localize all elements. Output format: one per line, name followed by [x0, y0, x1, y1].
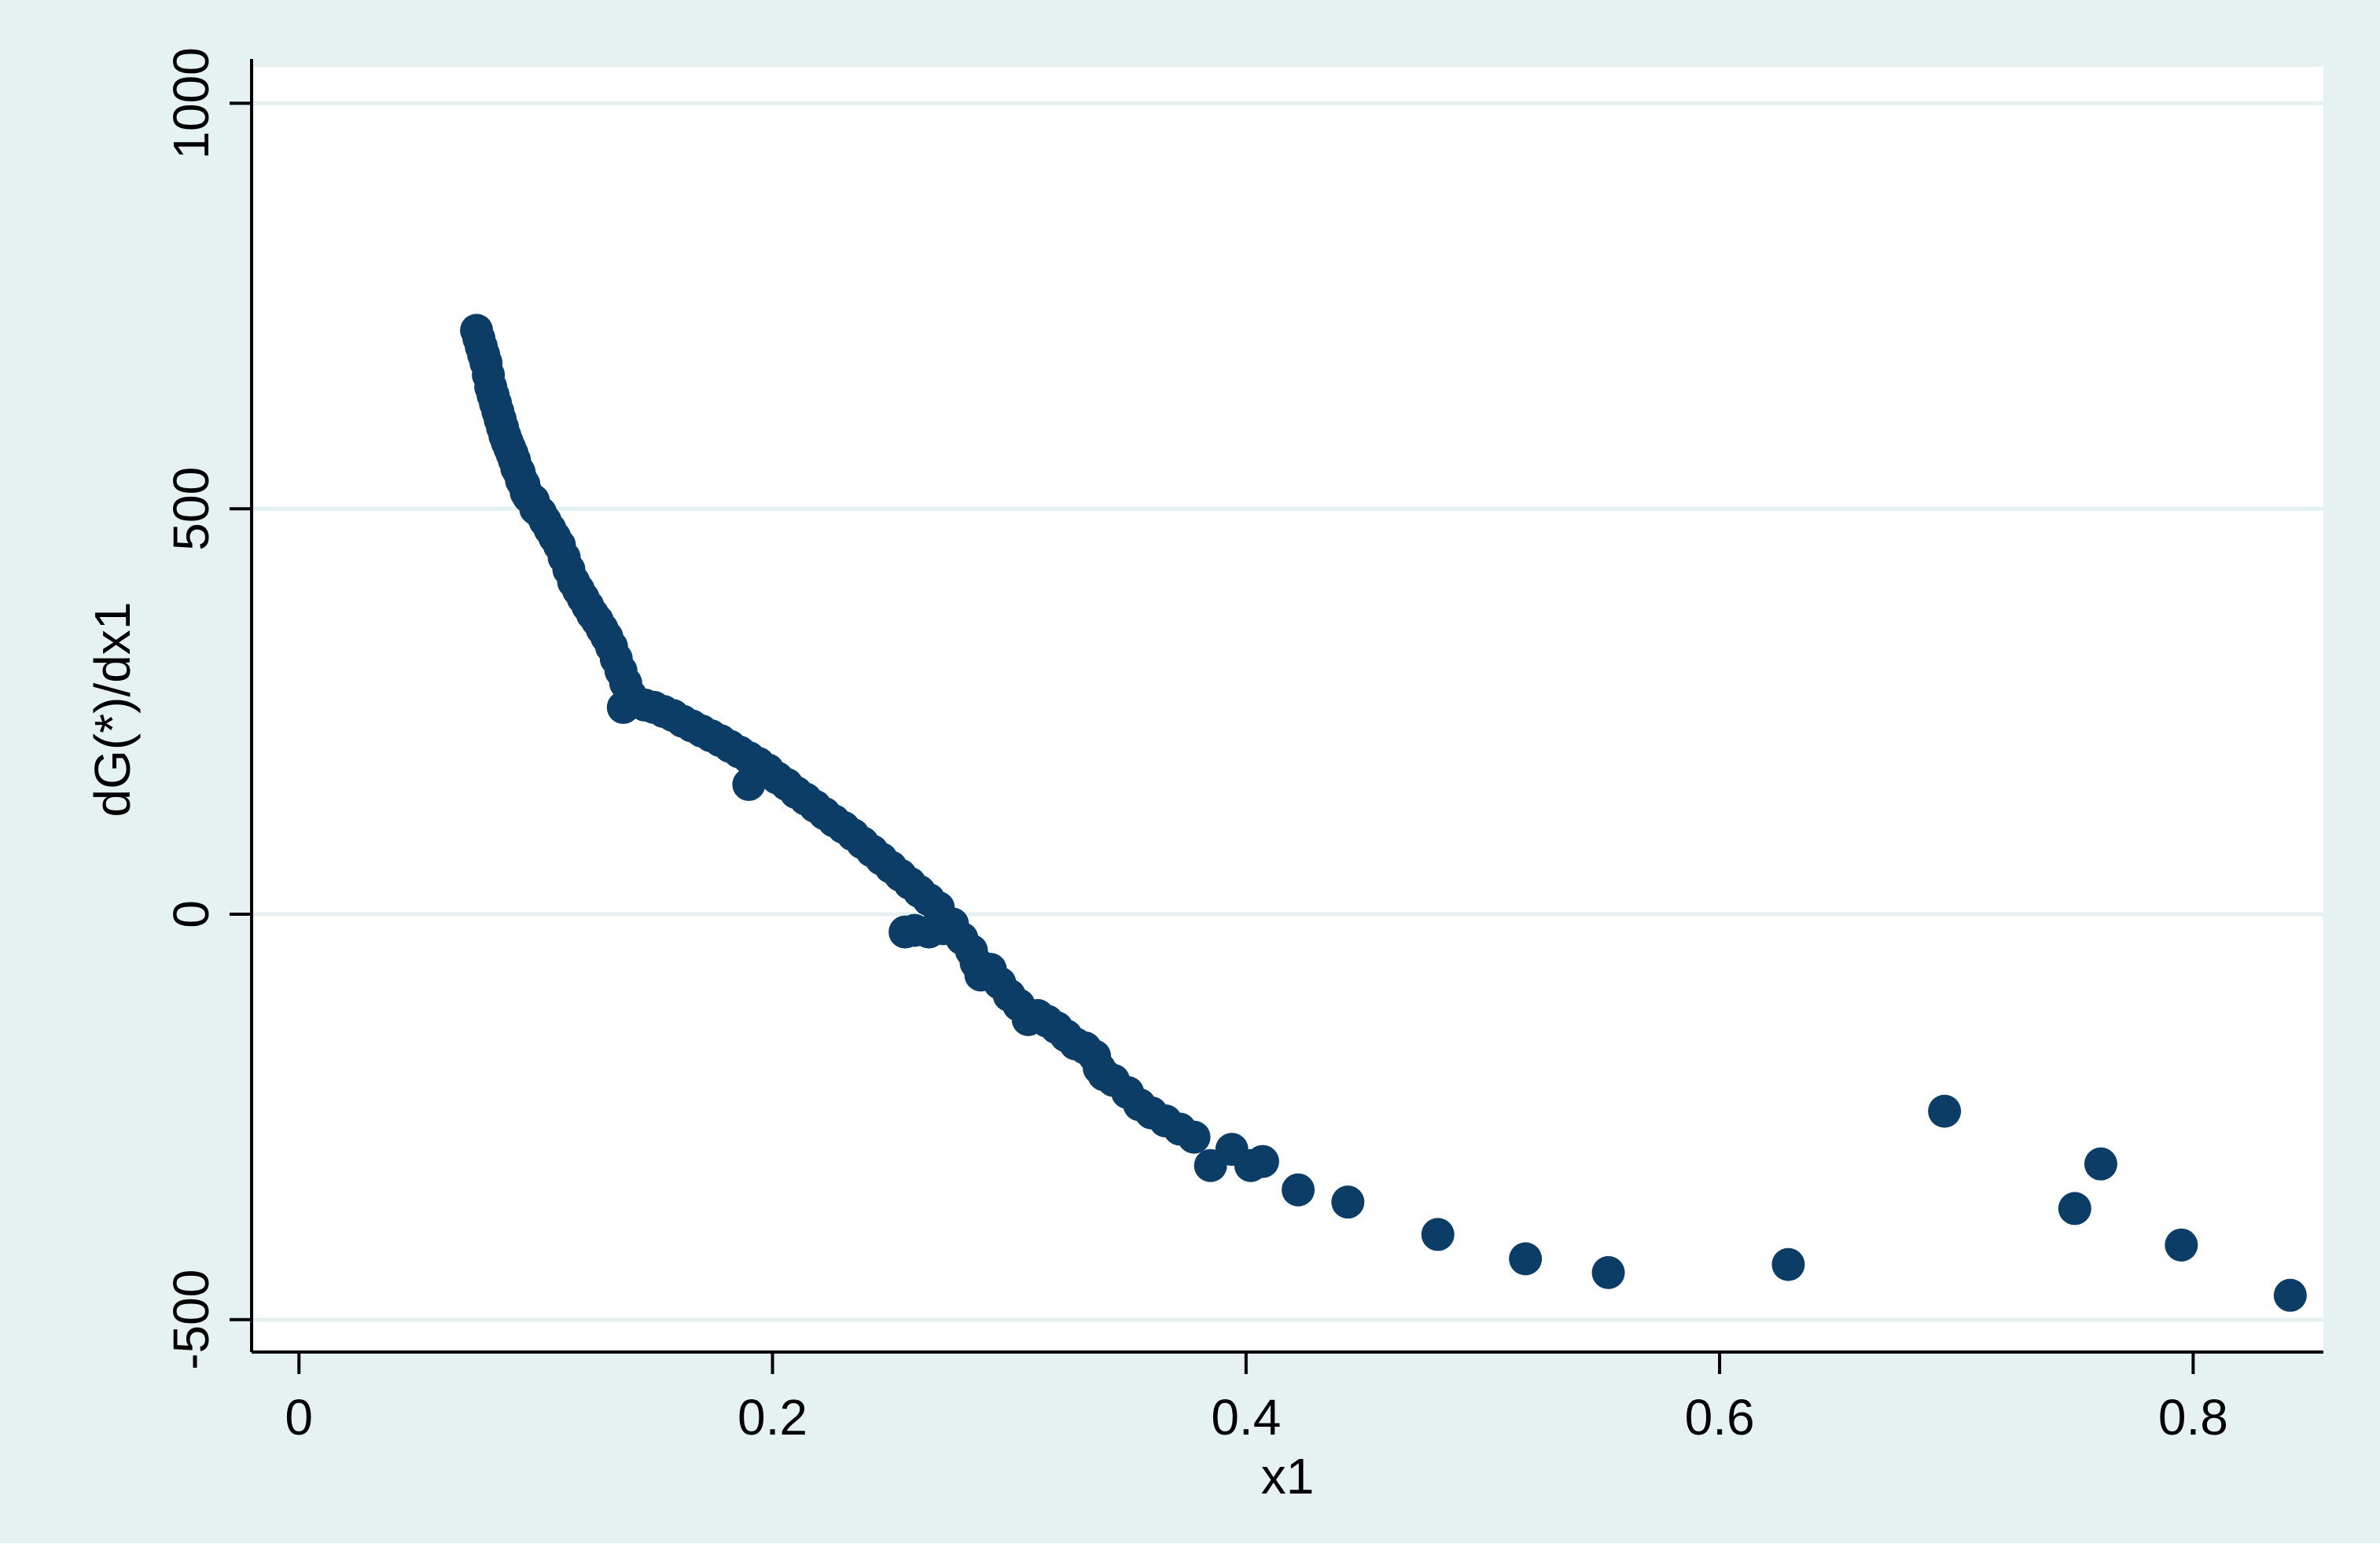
data-point — [1591, 1255, 1625, 1289]
data-point — [1245, 1145, 1279, 1178]
x-tick-label: 0.2 — [738, 1389, 807, 1446]
x-tick-label: 0.4 — [1211, 1389, 1281, 1446]
ticks: 0 0.2 0.4 0.6 0.8 -500 0 500 1000 — [163, 47, 2228, 1446]
data-point — [1282, 1173, 1315, 1207]
data-point — [1928, 1094, 1962, 1128]
y-axis-title: dG(*)/dx1 — [84, 602, 141, 818]
x-tick-label: 0 — [285, 1389, 313, 1446]
data-point — [1771, 1248, 1805, 1281]
data-point — [2273, 1278, 2307, 1312]
y-tick-label: 500 — [163, 467, 219, 551]
data-point — [2058, 1192, 2091, 1225]
data-point — [2165, 1228, 2198, 1262]
y-tick-label: -500 — [163, 1270, 219, 1370]
data-points — [460, 314, 2307, 1312]
data-point — [1331, 1185, 1365, 1219]
y-tick-label: 0 — [163, 900, 219, 928]
x-tick-label: 0.8 — [2158, 1389, 2228, 1446]
x-axis-title: x1 — [1261, 1448, 1315, 1505]
x-tick-label: 0.6 — [1685, 1389, 1755, 1446]
data-point — [1509, 1242, 1543, 1276]
data-point — [732, 767, 766, 801]
y-tick-label: 1000 — [163, 47, 219, 159]
axes — [250, 59, 2323, 1354]
data-point — [1177, 1120, 1211, 1154]
data-point — [2084, 1147, 2117, 1181]
plot-background — [252, 67, 2323, 1352]
gridlines — [252, 101, 2323, 1322]
data-point — [1421, 1218, 1455, 1251]
